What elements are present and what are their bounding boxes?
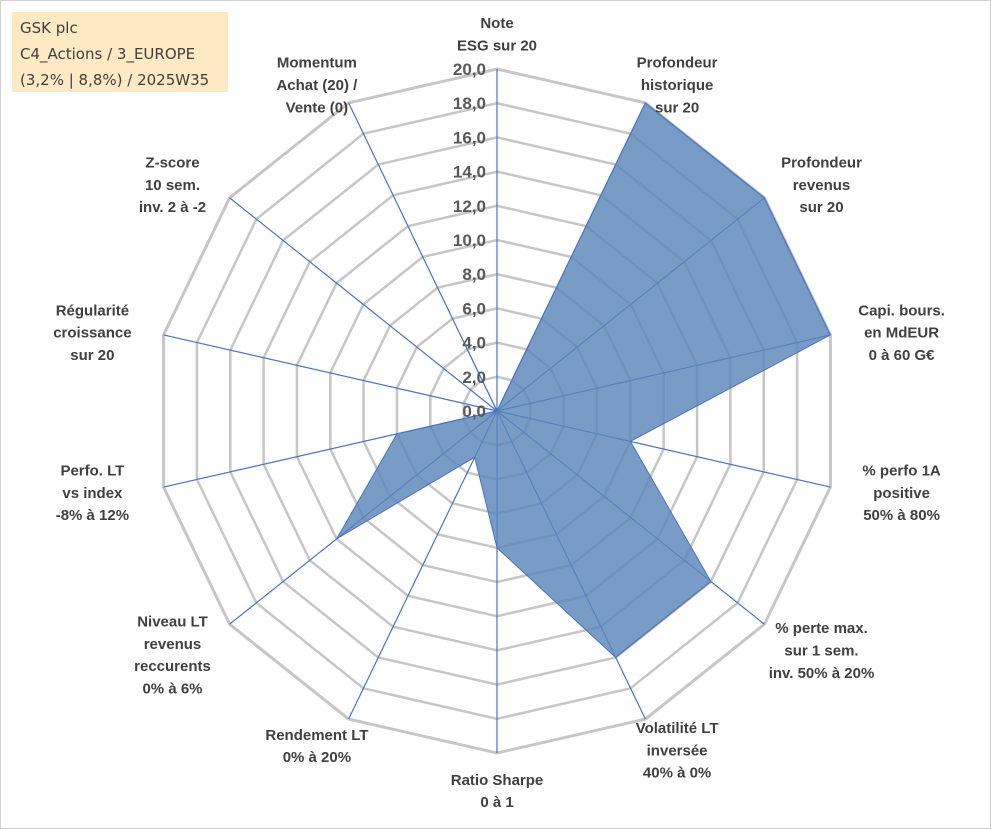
axis-label-group: Rendement LT 0% à 20% [265, 727, 368, 766]
axis-label-group: % perfo 1A positive 50% à 80% [862, 463, 941, 525]
axis-label: Z-score [145, 155, 199, 172]
tick-label: 0,0 [462, 402, 486, 421]
axis-label: Volatilité LT [636, 720, 719, 737]
axis-label: Momentum [277, 55, 357, 72]
axis-label: sur 20 [655, 99, 699, 116]
info-period: (3,2% | 8,8%) / 2025W35 [20, 71, 210, 89]
tick-label: 14,0 [453, 163, 486, 182]
axis-label-group: Capi. bours. en MdEUR 0 à 60 G€ [858, 302, 945, 364]
axis-label-group: Régularité croissance sur 20 [53, 302, 131, 364]
axis-label: sur 20 [799, 199, 843, 216]
info-category: C4_Actions / 3_EUROPE [20, 45, 196, 63]
axis-label: ESG sur 20 [457, 38, 537, 55]
axis-label-group: Ratio Sharpe 0 à 1 [451, 772, 544, 811]
axis-spoke [163, 334, 498, 412]
tick-layer: 0,0 2,0 4,0 6,0 8,0 10,0 12,0 14,0 16,0 18,0 20,0 [453, 60, 486, 421]
tick-label: 16,0 [453, 128, 486, 147]
tick-label: 8,0 [462, 265, 486, 284]
axis-label: 40% à 0% [643, 765, 711, 782]
axis-label: Capi. bours. [858, 302, 945, 319]
axis-label: vs index [62, 485, 123, 502]
axis-label: Niveau LT [137, 614, 208, 631]
axis-label: % perte max. [775, 620, 868, 637]
axis-spoke [229, 197, 498, 412]
axis-label: 0 à 60 G€ [869, 347, 936, 364]
axis-label: Achat (20) / [276, 77, 358, 94]
axis-label: Profondeur [781, 155, 862, 172]
tick-label: 4,0 [462, 334, 486, 353]
tick-label: 18,0 [453, 94, 486, 113]
axis-label: en MdEUR [864, 325, 939, 342]
axis-label-group: Niveau LT revenus reccurents 0% à 6% [134, 614, 211, 698]
axis-label-group: Volatilité LT inversée 40% à 0% [636, 720, 719, 782]
axis-label: Rendement LT [265, 727, 368, 744]
axis-label-group: Profondeur historique sur 20 [637, 55, 718, 117]
axis-label: revenus [144, 636, 202, 653]
axis-label-group: % perte max. sur 1 sem. inv. 50% à 20% [769, 620, 875, 682]
axis-spoke [348, 410, 498, 720]
tick-label: 6,0 [462, 299, 486, 318]
axis-label: 0 à 1 [480, 794, 513, 811]
axis-label-group: Perfo. LT vs index -8% à 12% [56, 463, 129, 525]
axis-label: Note [480, 15, 513, 32]
series-area [335, 102, 832, 659]
axis-label: inv. 2 à -2 [139, 199, 206, 216]
axis-label: 10 sem. [145, 177, 200, 194]
tick-label: 2,0 [462, 368, 486, 387]
axis-label-group: Profondeur revenus sur 20 [781, 155, 862, 217]
info-company: GSK plc [20, 19, 78, 37]
series-layer [335, 102, 832, 659]
axis-label: -8% à 12% [56, 507, 129, 524]
axis-label-group: Z-score 10 sem. inv. 2 à -2 [139, 155, 206, 217]
axis-label: sur 20 [70, 347, 114, 364]
axis-label: Ratio Sharpe [451, 772, 544, 789]
axis-label: inversée [647, 742, 708, 759]
axis-label: 0% à 6% [142, 680, 202, 697]
tick-label: 20,0 [453, 60, 486, 79]
axis-label: Vente (0) [286, 99, 349, 116]
axis-label: historique [641, 77, 714, 94]
axis-label: Perfo. LT [60, 463, 124, 480]
axis-label: Profondeur [637, 55, 718, 72]
axis-label: Régularité [56, 302, 129, 319]
axis-label-group: Note ESG sur 20 [457, 15, 537, 54]
info-box: GSK plc C4_Actions / 3_EUROPE (3,2% | 8,… [12, 12, 228, 92]
tick-label: 10,0 [453, 231, 486, 250]
axis-label: positive [873, 485, 930, 502]
axis-label: revenus [793, 177, 851, 194]
axis-label: sur 1 sem. [784, 643, 858, 660]
axis-label-group: Momentum Achat (20) / Vente (0) [276, 55, 358, 117]
axis-label: inv. 50% à 20% [769, 665, 875, 682]
axis-label: croissance [53, 325, 131, 342]
axis-label: 50% à 80% [863, 507, 940, 524]
axis-label: % perfo 1A [862, 463, 941, 480]
axis-label: reccurents [134, 658, 211, 675]
axis-label: 0% à 20% [283, 749, 351, 766]
tick-label: 12,0 [453, 197, 486, 216]
label-layer: Note ESG sur 20 Profondeur historique sur 20… [53, 15, 945, 811]
